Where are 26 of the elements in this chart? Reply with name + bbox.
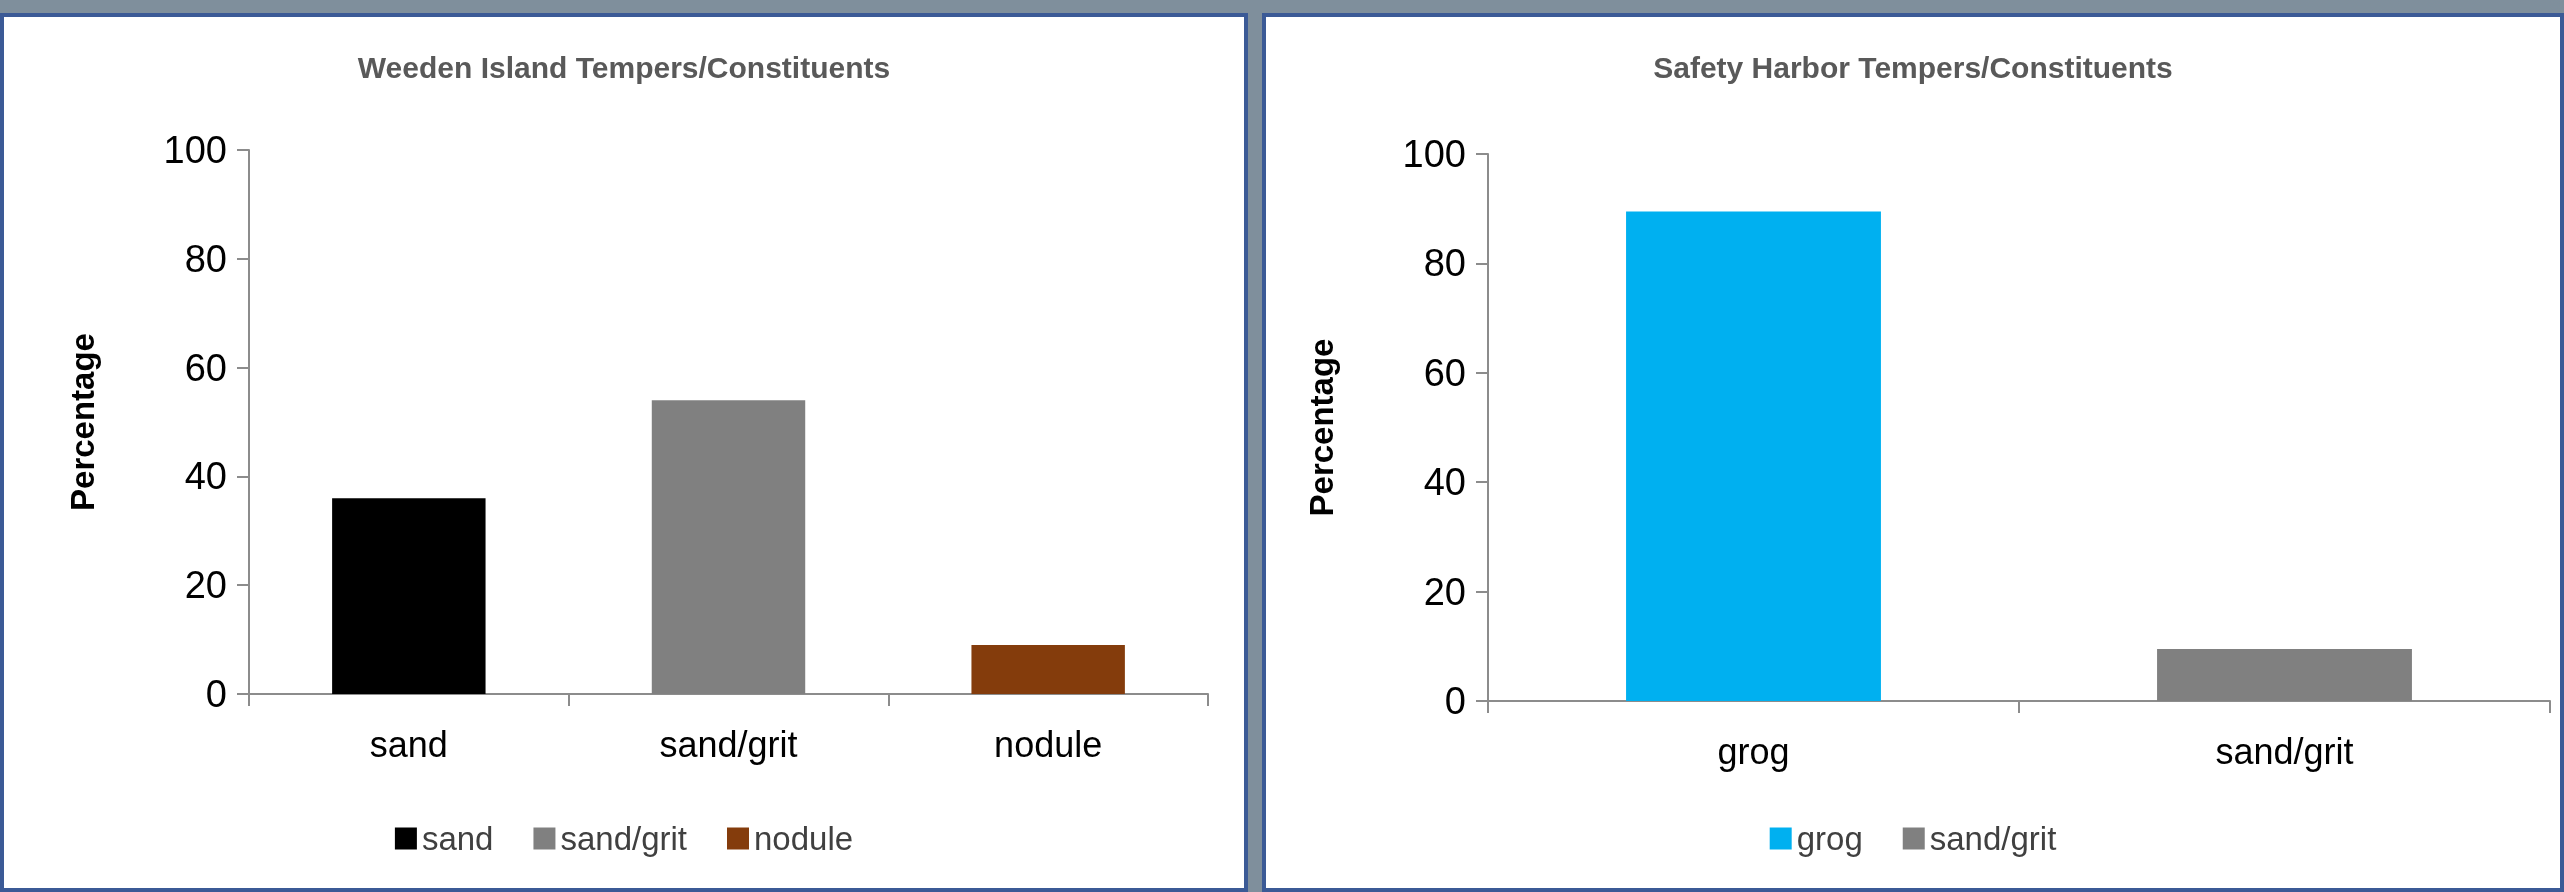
x-tick-label: nodule — [994, 723, 1103, 765]
y-tick-label: 0 — [1444, 680, 1466, 722]
legend-label: grog — [1796, 820, 1863, 857]
y-tick-label: 60 — [1423, 351, 1466, 394]
x-tick-label: sand/grit — [659, 723, 798, 765]
y-tick-label: 0 — [205, 673, 227, 715]
chart-title: Safety Harbor Tempers/Constituents — [1653, 50, 2173, 84]
y-tick-label: 60 — [184, 346, 227, 389]
legend-label: sand/grit — [560, 820, 688, 857]
legend-label: nodule — [754, 820, 854, 857]
y-tick-label: 80 — [1423, 242, 1466, 285]
y-tick-label: 80 — [184, 237, 227, 280]
y-axis-title: Percentage — [1303, 338, 1340, 517]
y-tick-label: 20 — [1423, 570, 1466, 613]
y-tick-label: 100 — [163, 129, 227, 171]
x-tick-label: sand — [369, 723, 448, 765]
legend-label: sand/grit — [1929, 820, 2057, 857]
chart-title: Weeden Island Tempers/Constituents — [357, 50, 891, 84]
y-tick-label: 20 — [184, 564, 227, 607]
y-tick-label: 100 — [1402, 133, 1466, 175]
y-tick-label: 40 — [1423, 461, 1466, 504]
x-tick-label: sand/grit — [2215, 730, 2354, 772]
y-axis-title: Percentage — [64, 333, 101, 511]
legend-label: sand — [421, 820, 494, 857]
y-tick-label: 40 — [184, 455, 227, 498]
x-tick-label: grog — [1717, 730, 1790, 772]
